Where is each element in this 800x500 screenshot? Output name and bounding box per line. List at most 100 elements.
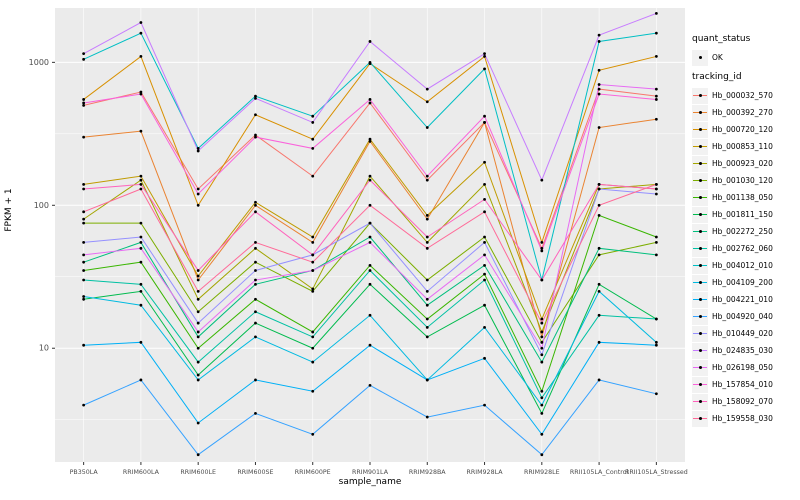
data-point xyxy=(368,60,372,64)
data-point xyxy=(139,174,143,178)
legend-key-point xyxy=(698,162,702,165)
legend-key-line-icon xyxy=(692,376,708,393)
legend-key-point xyxy=(698,332,702,335)
data-point xyxy=(139,178,143,182)
data-point xyxy=(139,235,143,239)
data-point xyxy=(483,67,486,71)
data-point xyxy=(139,246,143,250)
legend-key-line-icon xyxy=(692,325,708,342)
data-point xyxy=(82,217,86,221)
data-point xyxy=(540,396,544,400)
legend-item-Hb_002272_250: Hb_002272_250 xyxy=(692,223,798,240)
x-tick-label: RRII105LA_Stressed xyxy=(625,469,688,476)
data-point xyxy=(196,373,200,377)
data-point xyxy=(311,335,315,339)
data-point xyxy=(254,297,257,301)
legend-key-point xyxy=(698,264,702,267)
data-point xyxy=(82,101,86,105)
data-point xyxy=(483,114,486,118)
data-point xyxy=(654,31,658,35)
data-point xyxy=(483,356,486,360)
data-point xyxy=(597,33,601,37)
legend-item-Hb_000392_270: Hb_000392_270 xyxy=(692,104,798,121)
x-tick-label: RRIM928BA xyxy=(409,469,446,476)
legend-key-point xyxy=(698,230,702,233)
data-point xyxy=(311,287,315,291)
data-point xyxy=(368,137,372,141)
legend-item-Hb_159558_030: Hb_159558_030 xyxy=(692,410,798,427)
data-point xyxy=(483,325,486,329)
legend-key-line-icon xyxy=(692,155,708,172)
data-point xyxy=(597,40,601,43)
data-point xyxy=(597,246,601,250)
x-tick-label: RRII105LA_Control xyxy=(570,469,629,476)
data-point xyxy=(597,83,601,86)
data-point xyxy=(311,114,315,118)
legend-item-label: Hb_000720_120 xyxy=(712,125,773,134)
data-point xyxy=(368,221,372,225)
legend-key-point xyxy=(698,213,702,216)
data-point xyxy=(311,269,315,272)
legend-key-line-icon xyxy=(692,291,708,308)
legend-key-point xyxy=(698,196,702,199)
data-point xyxy=(597,282,601,286)
data-point xyxy=(311,389,315,393)
data-point xyxy=(425,317,429,321)
legend-key-line-icon xyxy=(692,359,708,376)
legend: quant_status OK tracking_id Hb_000032_57… xyxy=(692,28,798,427)
legend-item-label: Hb_004920_040 xyxy=(712,312,773,321)
data-point xyxy=(82,210,86,214)
data-point xyxy=(254,96,257,100)
data-point xyxy=(82,343,86,347)
legend-item-Hb_001138_050: Hb_001138_050 xyxy=(692,189,798,206)
data-point xyxy=(311,174,315,178)
data-point xyxy=(311,235,315,239)
legend-item-Hb_001030_120: Hb_001030_120 xyxy=(692,172,798,189)
data-point xyxy=(540,249,544,253)
legend-key-point xyxy=(698,94,702,97)
legend-item-Hb_026198_050: Hb_026198_050 xyxy=(692,359,798,376)
legend-item-label: Hb_000032_570 xyxy=(712,91,773,100)
data-point xyxy=(654,235,658,239)
legend-item-label: Hb_001811_150 xyxy=(712,210,773,219)
data-point xyxy=(425,325,429,329)
data-point xyxy=(254,260,257,264)
data-point xyxy=(368,98,372,101)
legend-item-label: Hb_002762_060 xyxy=(712,244,773,253)
data-point xyxy=(82,135,86,139)
data-point xyxy=(425,335,429,339)
legend-item-label: OK xyxy=(712,53,723,62)
legend-key-point xyxy=(698,128,702,131)
data-point xyxy=(254,135,257,139)
data-point xyxy=(540,330,544,334)
data-point xyxy=(597,92,601,96)
data-point xyxy=(368,343,372,347)
data-point xyxy=(196,203,200,207)
data-point xyxy=(654,392,658,396)
data-point xyxy=(654,117,658,121)
data-point xyxy=(425,303,429,307)
legend-item-Hb_000923_020: Hb_000923_020 xyxy=(692,155,798,172)
data-point xyxy=(254,241,257,244)
data-point xyxy=(311,137,315,141)
data-point xyxy=(425,126,429,129)
data-point xyxy=(311,330,315,334)
data-point xyxy=(82,103,86,107)
plot-panel: 10 100 1000 PB350LA RRIM600LA RRIM600LE RRIM60… xyxy=(29,8,688,476)
legend-key-line-icon xyxy=(692,274,708,291)
data-point xyxy=(254,246,257,250)
data-point xyxy=(540,246,544,250)
legend-key-line-icon xyxy=(692,240,708,257)
data-point xyxy=(483,197,486,201)
data-point xyxy=(540,403,544,407)
data-point xyxy=(196,278,200,282)
data-point xyxy=(368,203,372,207)
legend-item-label: Hb_004012_010 xyxy=(712,261,773,270)
x-tick-label: RRIM928LA xyxy=(467,469,504,476)
legend-key-point xyxy=(698,349,702,352)
data-point xyxy=(139,260,143,264)
data-point xyxy=(654,94,658,98)
data-point xyxy=(82,57,86,61)
legend-item-label: Hb_159558_030 xyxy=(712,414,773,423)
x-tick-label: RRIM928LE xyxy=(524,469,560,476)
